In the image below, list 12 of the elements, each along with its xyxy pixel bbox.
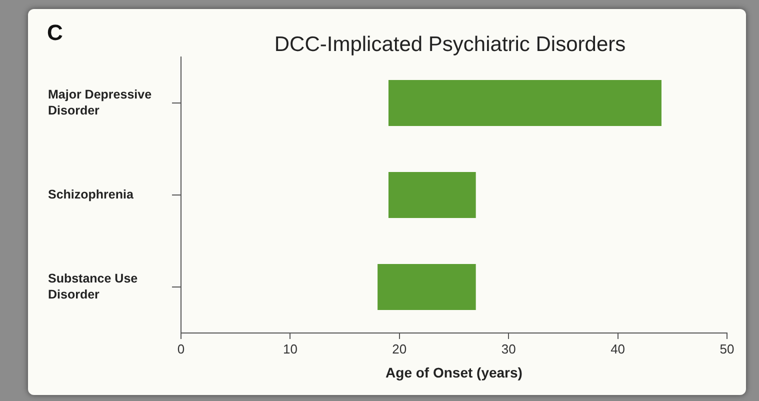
x-tick-label: 20 xyxy=(392,341,407,356)
x-tick-label: 0 xyxy=(177,341,185,356)
x-axis-title: Age of Onset (years) xyxy=(386,364,522,380)
text: C xyxy=(47,20,63,45)
x-tick-label: 10 xyxy=(282,341,298,356)
y-tick-label: Schizophrenia xyxy=(48,187,134,202)
x-tick-label: 30 xyxy=(501,341,516,356)
x-tick-label: 40 xyxy=(610,341,626,356)
x-tick-label: 50 xyxy=(720,341,734,356)
y-tick-label: Major Depressive Disorder xyxy=(48,87,152,118)
y-tick-label: Substance Use Disorder xyxy=(48,271,138,302)
chart-title: DCC-Implicated Psychiatric Disorders xyxy=(274,33,626,56)
